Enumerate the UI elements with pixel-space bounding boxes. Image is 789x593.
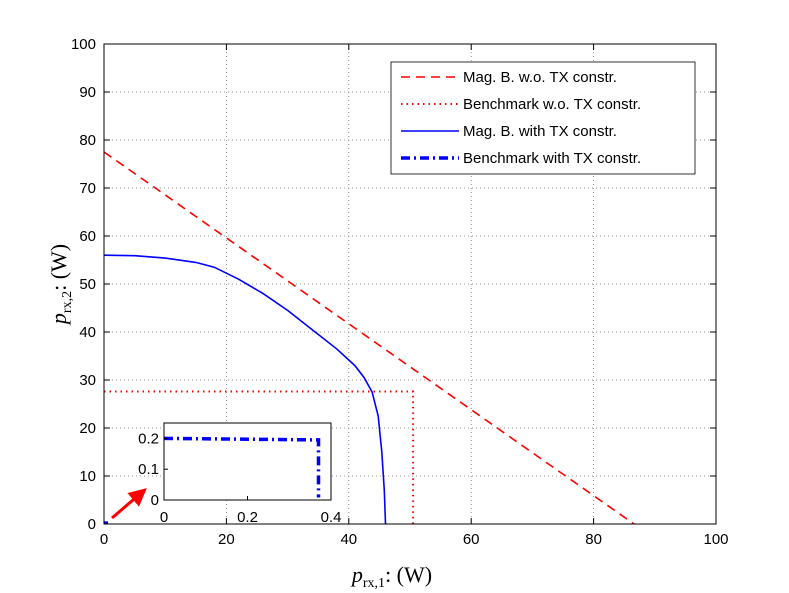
- inset-axis-ticks: 0 0.2 0.4 0 0.1 0.2: [138, 430, 341, 526]
- y-tick-label: 50: [79, 276, 96, 293]
- zoom-arrow: [111, 488, 147, 520]
- inset-series-layer: [163, 436, 321, 498]
- axis-ticks: 0 20 40 60 80 100 0 10 20 30 40 50 60 70 80 90 100: [71, 36, 729, 548]
- y-tick-label: 20: [79, 420, 96, 437]
- x-tick-label: 0: [100, 531, 108, 548]
- y-tick-label: 100: [71, 36, 96, 53]
- legend-label-1: Mag. B. w.o. TX constr.: [463, 69, 617, 86]
- inset-background: [164, 423, 331, 500]
- y-tick-label: 80: [79, 132, 96, 149]
- y-tick-label: 40: [79, 324, 96, 341]
- inset-series-line: [163, 436, 321, 498]
- y-tick-label: 90: [79, 84, 96, 101]
- inset-plot: 0 0.2 0.4 0 0.1 0.2: [138, 422, 341, 526]
- legend-label-3: Mag. B. with TX constr.: [463, 123, 617, 140]
- inset-x-tick-label: 0: [160, 509, 168, 526]
- y-tick-label: 10: [79, 468, 96, 485]
- y-tick-label: 0: [88, 516, 96, 533]
- legend: Mag. B. w.o. TX constr. Benchmark w.o. TX…: [390, 61, 696, 175]
- inset-x-tick-label: 0.4: [321, 509, 342, 526]
- inset-y-tick-label: 0: [151, 492, 159, 509]
- inset-y-tick-label: 0.1: [138, 461, 159, 478]
- series-line-2: [104, 390, 415, 524]
- x-tick-label: 60: [463, 531, 480, 548]
- y-axis-label: prx,2: (W): [46, 244, 75, 326]
- x-tick-label: 100: [703, 531, 728, 548]
- legend-box: [390, 61, 696, 175]
- legend-label-4: Benchmark with TX constr.: [463, 150, 641, 167]
- x-axis-label: prx,1: (W): [350, 562, 432, 591]
- y-tick-label: 70: [79, 180, 96, 197]
- inset-x-tick-label: 0.2: [237, 509, 258, 526]
- x-tick-label: 80: [585, 531, 602, 548]
- legend-label-2: Benchmark w.o. TX constr.: [463, 96, 641, 113]
- series-line-1: [104, 151, 635, 524]
- inset-y-tick-label: 0.2: [138, 430, 159, 447]
- y-tick-label: 60: [79, 228, 96, 245]
- series-line-3: [104, 254, 387, 524]
- x-tick-label: 40: [340, 531, 357, 548]
- y-tick-label: 30: [79, 372, 96, 389]
- x-tick-label: 20: [218, 531, 235, 548]
